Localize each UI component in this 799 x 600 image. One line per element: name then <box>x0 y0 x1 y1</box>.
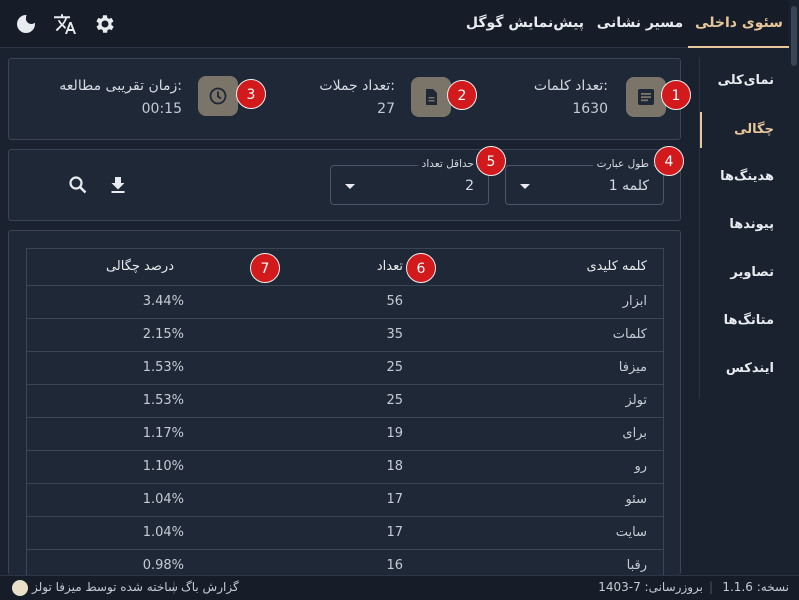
sidebar-item-headings[interactable]: هدینگ‌ها <box>720 169 774 184</box>
count-cell: 35 <box>268 318 413 352</box>
percent-cell: 1.53% <box>27 351 268 385</box>
count-cell: 17 <box>268 483 413 517</box>
badge-1: 1 <box>661 80 691 110</box>
translate-icon[interactable] <box>53 12 77 36</box>
percent-cell: 1.17% <box>27 417 268 451</box>
phrase-length-value: 1 کلمه <box>608 178 649 194</box>
keyword-cell: سایت <box>413 516 663 550</box>
sidebar-item-links[interactable]: پیوندها <box>729 217 774 232</box>
badge-5: 5 <box>476 146 506 176</box>
version-text: نسخه: 1.1.6 <box>722 580 789 594</box>
sidebar-item-images[interactable]: تصاویر <box>730 265 774 280</box>
sidebar-item-density[interactable]: چگالی <box>700 112 792 148</box>
count-cell: 25 <box>268 351 413 385</box>
percent-cell: 1.04% <box>27 516 268 550</box>
updated-text: بروزرسانی: 7-1403 <box>598 580 703 594</box>
table-row: کلمات 35 2.15% <box>27 318 663 352</box>
percent-cell: 3.44% <box>27 285 268 319</box>
count-cell: 17 <box>268 516 413 550</box>
header-percent[interactable]: درصد چگالی <box>27 249 268 286</box>
sidebar-item-metatags[interactable]: متاتگ‌ها <box>723 313 774 328</box>
percent-cell: 2.15% <box>27 318 268 352</box>
sidebar-item-overview[interactable]: نمای‌کلی <box>717 73 774 88</box>
header-percent-label: درصد چگالی <box>105 259 174 275</box>
sentence-count-value: 27 <box>377 101 395 117</box>
top-bar: سئوی داخلی مسیر نشانی پیش‌نمایش گوگل <box>0 0 799 48</box>
reading-time-label: زمان تقریبی مطالعه: <box>59 78 182 94</box>
status-bar: نسخه: 1.1.6 | بروزرسانی: 7-1403 | گزارش … <box>0 575 799 600</box>
search-icon[interactable] <box>67 174 89 196</box>
count-cell: 25 <box>268 384 413 418</box>
table-row: میزفا 25 1.53% <box>27 351 663 385</box>
table-row: تولز 25 1.53% <box>27 384 663 418</box>
table-header-row: کلمه کلیدی تعداد درصد چگالی <box>27 249 663 286</box>
tab-internal-seo[interactable]: سئوی داخلی <box>688 0 790 48</box>
badge-6: 6 <box>406 253 436 283</box>
scrollbar[interactable] <box>789 0 799 575</box>
stats-panel: 1 تعداد کلمات: 1630 2 تعداد جملات: 27 3 … <box>8 58 691 140</box>
word-count-value: 1630 <box>572 101 608 117</box>
divider: | <box>172 580 177 594</box>
badge-2: 2 <box>447 80 477 110</box>
clock-icon <box>198 76 238 116</box>
table-row: سایت 17 1.04% <box>27 516 663 550</box>
made-by-link[interactable]: ساخته شده توسط میزفا تولز <box>32 580 178 594</box>
phrase-length-legend: طول عبارت <box>592 158 653 170</box>
keyword-cell: کلمات <box>413 318 663 352</box>
word-count-label: تعداد کلمات: <box>533 78 608 94</box>
percent-cell: 1.04% <box>27 483 268 517</box>
badge-3: 3 <box>236 79 266 109</box>
badge-7: 7 <box>250 253 280 283</box>
download-icon[interactable] <box>107 174 129 196</box>
gear-icon[interactable] <box>93 12 117 36</box>
keyword-cell: تولز <box>413 384 663 418</box>
keyword-cell: رقبا <box>413 549 663 577</box>
sidebar: نمای‌کلی چگالی هدینگ‌ها پیوندها تصاویر م… <box>699 58 791 398</box>
bug-report-link[interactable]: گزارش باگ <box>181 580 239 594</box>
min-count-legend: حداقل تعداد <box>417 158 478 170</box>
keyword-cell: ابزار <box>413 285 663 319</box>
count-cell: 16 <box>268 549 413 577</box>
sidebar-item-index[interactable]: ایندکس <box>725 361 774 376</box>
min-count-select[interactable]: حداقل تعداد 2 <box>330 158 489 205</box>
percent-cell: 1.10% <box>27 450 268 484</box>
document-icon <box>411 77 451 117</box>
count-cell: 18 <box>268 450 413 484</box>
header-keyword[interactable]: کلمه کلیدی <box>413 249 663 286</box>
tab-url-path[interactable]: مسیر نشانی <box>596 15 684 31</box>
tab-google-preview[interactable]: پیش‌نمایش گوگل <box>465 15 585 31</box>
keyword-cell: رو <box>413 450 663 484</box>
table-row: ابزار 56 3.44% <box>27 285 663 319</box>
chevron-down-icon <box>345 184 355 189</box>
density-table: کلمه کلیدی تعداد درصد چگالی ابزار 56 3.44%… <box>26 248 664 578</box>
filter-panel: طول عبارت 1 کلمه حداقل تعداد 2 4 5 <box>8 146 684 221</box>
table-row: سئو 17 1.04% <box>27 483 663 517</box>
table-row: رو 18 1.10% <box>27 450 663 484</box>
percent-cell: 0.98% <box>27 549 268 577</box>
header-count[interactable]: تعداد <box>268 249 413 286</box>
count-cell: 56 <box>268 285 413 319</box>
reading-time-value: 00:15 <box>141 101 182 117</box>
table-row: برای 19 1.17% <box>27 417 663 451</box>
phrase-length-select[interactable]: طول عبارت 1 کلمه <box>505 158 664 205</box>
chevron-down-icon <box>520 184 530 189</box>
sentence-count-label: تعداد جملات: <box>319 78 395 94</box>
percent-cell: 1.53% <box>27 384 268 418</box>
moon-icon[interactable] <box>14 12 38 36</box>
scrollbar-thumb[interactable] <box>791 6 797 66</box>
mizfa-logo-icon <box>12 580 28 596</box>
min-count-value: 2 <box>465 178 474 194</box>
article-icon <box>626 77 666 117</box>
count-cell: 19 <box>268 417 413 451</box>
keyword-cell: برای <box>413 417 663 451</box>
divider: | <box>708 580 713 594</box>
keyword-cell: میزفا <box>413 351 663 385</box>
badge-4: 4 <box>654 146 684 176</box>
table-row: رقبا 16 0.98% <box>27 549 663 577</box>
keyword-cell: سئو <box>413 483 663 517</box>
